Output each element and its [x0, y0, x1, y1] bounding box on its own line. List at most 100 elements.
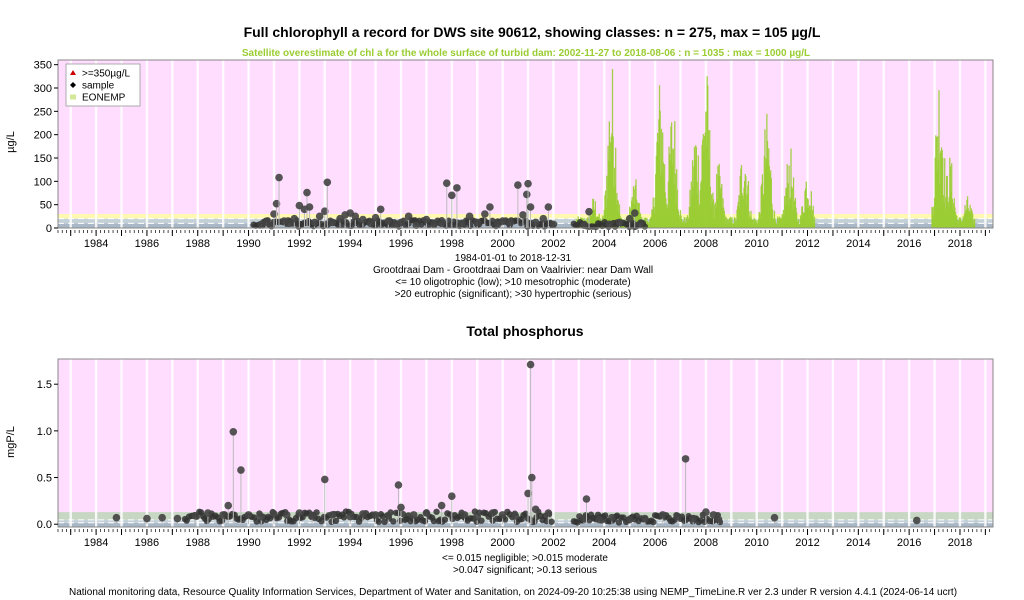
sample-point	[204, 509, 212, 517]
y-tick-label: 50	[40, 200, 52, 212]
sample-point	[473, 512, 482, 521]
sample-point	[514, 181, 522, 189]
x-tick-label: 2016	[897, 238, 921, 250]
sample-point	[548, 518, 555, 525]
year-stripe	[94, 359, 98, 527]
year-stripe	[958, 60, 962, 228]
year-stripe	[933, 359, 936, 527]
year-stripe	[476, 359, 479, 527]
year-stripe	[882, 60, 885, 228]
sample-point	[430, 517, 438, 525]
x-tick-label: 1986	[135, 537, 159, 549]
x-tick-label: 1994	[338, 238, 362, 250]
tp-class-caption-1: <= 0.015 negligible; >0.015 moderate	[442, 553, 608, 564]
sample-point	[488, 509, 497, 517]
year-stripe	[730, 60, 733, 228]
sample-point	[270, 210, 278, 218]
year-stripe	[298, 60, 301, 228]
year-stripe	[171, 359, 174, 527]
sample-point	[328, 511, 337, 519]
footer-caption: National monitoring data, Resource Quali…	[69, 587, 957, 598]
y-tick-label: 300	[34, 83, 52, 95]
sample-point	[506, 218, 515, 227]
year-stripe	[69, 359, 72, 527]
sample-point	[650, 518, 657, 526]
x-tick-label: 2004	[592, 537, 616, 549]
sample-point	[580, 514, 588, 523]
year-stripe	[958, 359, 962, 527]
sample-point	[191, 512, 200, 520]
sample-point	[409, 511, 418, 519]
year-stripe	[730, 359, 733, 527]
sample-point	[442, 179, 451, 187]
x-tick-label: 2012	[795, 537, 819, 549]
sample-point	[285, 219, 294, 228]
chla-class-caption-1: <= 10 oligotrophic (low); >10 mesotrophi…	[395, 277, 630, 288]
sample-point	[641, 514, 649, 523]
sample-point	[528, 473, 536, 482]
x-tick-label: 1996	[389, 238, 413, 250]
year-stripe	[94, 60, 98, 228]
x-tick-label: 2008	[694, 238, 718, 250]
year-stripe	[806, 359, 809, 527]
year-stripe	[679, 359, 682, 527]
sample-point	[253, 518, 260, 525]
sample-point	[295, 509, 304, 517]
chla-class-caption-2: >20 eutrophic (significant); >30 hypertr…	[395, 289, 632, 300]
year-stripe	[653, 359, 657, 527]
year-stripe	[780, 359, 784, 527]
year-stripe	[323, 60, 326, 228]
year-stripe	[984, 60, 987, 228]
sample-point	[173, 514, 182, 523]
sample-point	[282, 511, 291, 519]
sample-point	[346, 512, 354, 521]
year-stripe	[323, 359, 326, 527]
year-stripe	[272, 359, 276, 527]
tp-title: Total phosphorus	[466, 323, 583, 339]
sample-point	[381, 518, 388, 526]
y-tick-label: 0.0	[37, 519, 52, 531]
x-tick-label: 2010	[744, 537, 768, 549]
sample-point	[498, 511, 507, 519]
sample-point	[519, 211, 527, 219]
year-stripe	[272, 60, 276, 228]
x-tick-label: 2018	[948, 238, 972, 250]
sample-point	[433, 508, 440, 515]
plot-frame	[57, 358, 994, 528]
year-stripe	[704, 359, 708, 527]
sample-point	[375, 518, 382, 525]
x-tick-label: 2006	[643, 537, 667, 549]
chla-y-axis-label: µg/L	[5, 131, 17, 153]
sample-point	[498, 217, 507, 225]
sample-point	[353, 513, 360, 521]
y-tick-label: 350	[34, 60, 52, 72]
sample-point	[390, 518, 397, 525]
sample-point	[422, 215, 431, 224]
sample-point	[544, 203, 553, 211]
sample-point	[709, 511, 718, 519]
sample-point	[405, 512, 412, 519]
sample-point	[544, 509, 553, 517]
sample-point	[524, 489, 532, 498]
year-stripe	[882, 359, 885, 527]
x-tick-label: 1992	[287, 537, 311, 549]
year-stripe	[526, 60, 530, 228]
year-stripe	[831, 359, 835, 527]
year-stripe	[806, 60, 809, 228]
sample-point	[143, 514, 151, 523]
tp-y-axis-label: mgP/L	[5, 426, 17, 458]
year-stripe	[247, 60, 250, 228]
x-tick-label: 2008	[694, 537, 718, 549]
x-tick-label: 2014	[846, 537, 870, 549]
x-tick-label: 1998	[440, 238, 464, 250]
year-stripe	[120, 60, 123, 228]
sample-point	[441, 516, 449, 523]
sample-point	[229, 428, 238, 436]
sample-point	[303, 188, 311, 197]
sample-point	[549, 220, 558, 229]
year-stripe	[247, 359, 250, 527]
sample-point	[323, 178, 332, 187]
sample-point	[371, 511, 380, 519]
sample-point	[315, 212, 324, 221]
class-band-3	[58, 359, 993, 513]
